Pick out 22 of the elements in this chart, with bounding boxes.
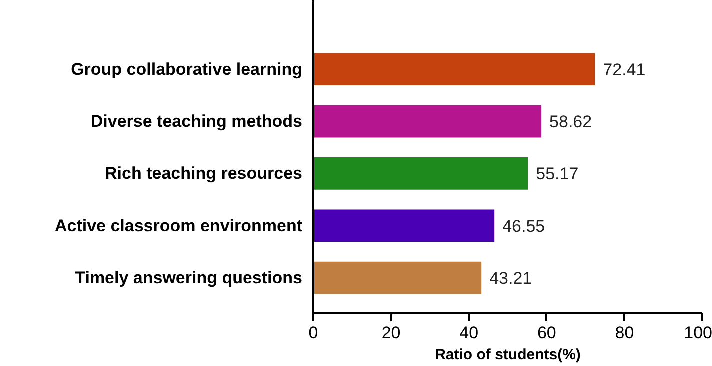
x-tick-label: 0 xyxy=(308,324,318,342)
y-tick-label: Rich teaching resources xyxy=(105,164,303,184)
data-label: 58.62 xyxy=(550,112,592,132)
x-tick-label: 60 xyxy=(537,324,556,342)
bar xyxy=(314,262,482,294)
bar xyxy=(314,53,596,86)
y-tick-label: Diverse teaching methods xyxy=(90,112,303,132)
data-label: 55.17 xyxy=(536,164,579,184)
data-label: 46.55 xyxy=(502,216,546,236)
x-tick-label: 40 xyxy=(460,324,479,342)
y-tick-label: Group collaborative learning xyxy=(71,60,303,79)
data-label: 43.21 xyxy=(490,269,532,288)
x-tick-label: 100 xyxy=(684,324,712,342)
x-tick-label: 20 xyxy=(382,324,401,342)
y-tick-label: Timely answering questions xyxy=(75,268,302,288)
bar xyxy=(314,158,528,190)
bar xyxy=(314,210,495,242)
bar xyxy=(314,105,542,138)
data-label: 72.41 xyxy=(603,60,646,80)
x-axis-title: Ratio of students(%) xyxy=(435,346,581,364)
x-tick-label: 80 xyxy=(615,324,634,342)
y-tick-label: Active classroom environment xyxy=(54,216,303,236)
